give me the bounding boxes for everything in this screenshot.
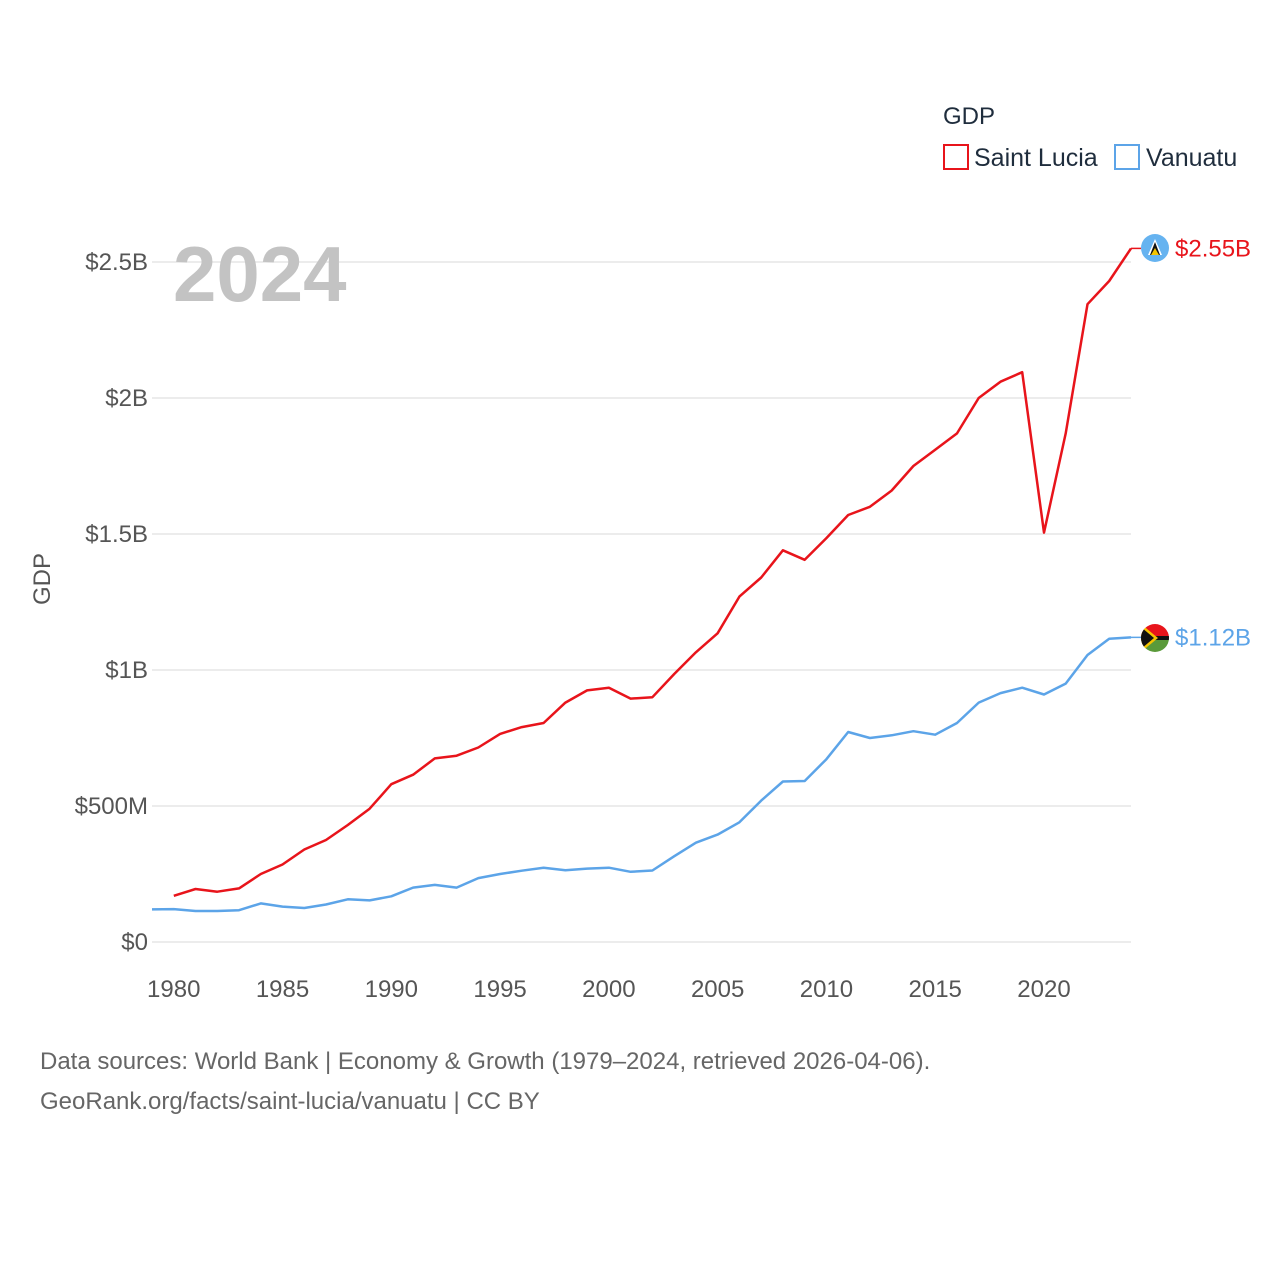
source-line-2[interactable]: GeoRank.org/facts/saint-lucia/vanuatu | …: [40, 1088, 540, 1115]
x-tick-label: 1985: [256, 976, 309, 1003]
legend-item-vanuatu[interactable]: Vanuatu: [1114, 144, 1237, 172]
y-tick-label: $500M: [75, 793, 148, 820]
legend-label-vanuatu: Vanuatu: [1146, 144, 1237, 172]
x-tick-label: 1990: [365, 976, 418, 1003]
year-label: 2024: [173, 230, 347, 318]
end-value-label-saint-lucia: $2.55B: [1175, 235, 1251, 262]
x-tick-label: 2010: [800, 976, 853, 1003]
legend-title: GDP: [943, 103, 995, 130]
x-axis-ticks: 1980 1985 1990 1995 2000 2005 2010 2015 2020: [147, 976, 1071, 1003]
series-layer: $2.55B $1.12B: [151, 235, 1251, 913]
vanuatu-flag-icon: [1141, 624, 1169, 652]
source-line-1: Data sources: World Bank | Economy & Gro…: [40, 1048, 931, 1075]
x-tick-label: 2000: [582, 976, 635, 1003]
grid-lines: [152, 261, 1131, 943]
y-tick-label: $2B: [105, 385, 148, 412]
x-tick-label: 1980: [147, 976, 200, 1003]
x-tick-label: 2005: [691, 976, 744, 1003]
series-line-vanuatu[interactable]: [151, 636, 1132, 913]
y-tick-label: $0: [121, 929, 148, 956]
series-line-saint-lucia[interactable]: [173, 247, 1133, 897]
data-source-note: Data sources: World Bank | Economy & Gro…: [40, 1042, 1240, 1122]
y-tick-label: $2.5B: [85, 249, 148, 276]
y-tick-label: $1B: [105, 657, 148, 684]
saint-lucia-flag-icon: [1141, 234, 1169, 262]
y-axis-ticks: $0 $500M $1B $1.5B $2B $2.5B: [75, 249, 148, 956]
legend-label-saint-lucia: Saint Lucia: [974, 144, 1098, 172]
legend-item-saint-lucia[interactable]: Saint Lucia: [943, 144, 1098, 172]
legend: GDP Saint Lucia Vanuatu: [943, 103, 1237, 172]
y-axis-title: GDP: [29, 553, 56, 605]
x-tick-label: 1995: [473, 976, 526, 1003]
x-tick-label: 2020: [1017, 976, 1070, 1003]
y-tick-label: $1.5B: [85, 521, 148, 548]
legend-swatch-saint-lucia: [943, 144, 969, 170]
end-value-label-vanuatu: $1.12B: [1175, 624, 1251, 651]
x-tick-label: 2015: [909, 976, 962, 1003]
legend-swatch-vanuatu: [1114, 144, 1140, 170]
